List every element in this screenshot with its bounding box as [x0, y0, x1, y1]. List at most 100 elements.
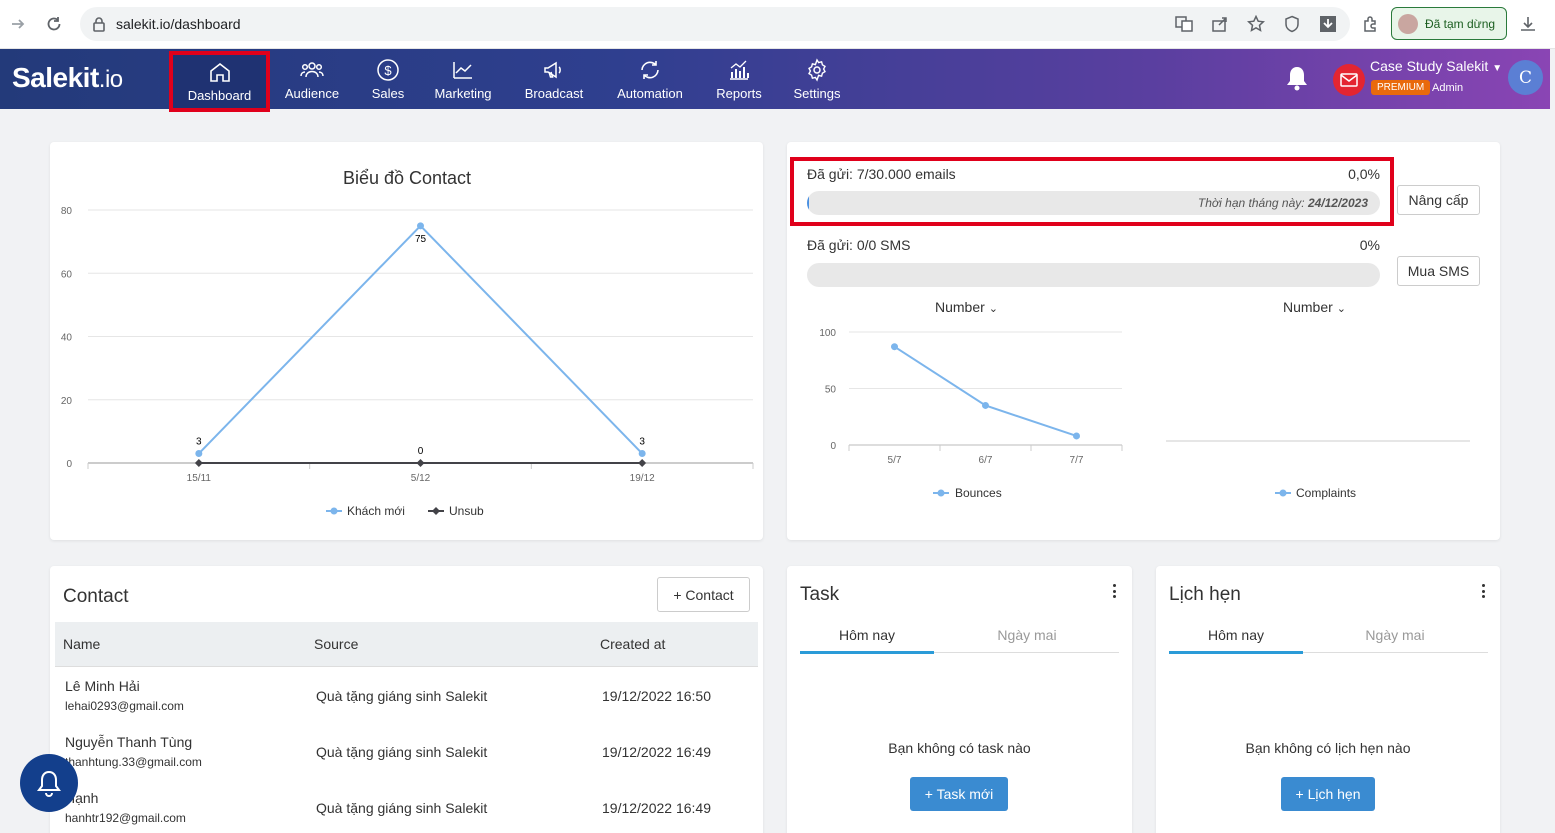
- bar-chart-icon: [730, 60, 749, 80]
- nav-sales[interactable]: $ Sales: [364, 49, 412, 109]
- chevron-down-icon: ⌄: [988, 303, 998, 315]
- y-tick-label: 40: [61, 333, 73, 344]
- salekit-logo[interactable]: Salekit.io: [12, 62, 123, 93]
- legend-label: Bounces: [955, 486, 1002, 500]
- data-point: [982, 401, 989, 409]
- bounces-metric-select[interactable]: Number ⌄: [935, 299, 998, 315]
- data-point: [417, 222, 424, 230]
- appointment-menu-icon[interactable]: [1482, 584, 1486, 598]
- data-point: [1073, 432, 1080, 440]
- contact-created: 19/12/2022 16:49: [602, 800, 711, 816]
- deadline-text: Thời hạn tháng này: 24/12/2023: [1197, 196, 1368, 210]
- contact-line-chart: 0 20 40 60 80 15/11 5/12 19/12 3 0 75 3 Khách mới Uns…: [61, 206, 754, 518]
- task-tab-today[interactable]: Hôm nay: [800, 627, 934, 654]
- mail-icon: [1340, 73, 1358, 87]
- contact-email: lehai0293@gmail.com: [65, 699, 184, 713]
- x-tick-label: 5/7: [888, 455, 902, 466]
- chevron-down-icon: ⌄: [1336, 303, 1346, 315]
- contact-list-card: Contact + Contact Name Source Created at…: [50, 566, 763, 833]
- nav-automation[interactable]: Automation: [612, 49, 688, 109]
- data-label: 3: [196, 437, 202, 448]
- data-point: [638, 459, 647, 467]
- bounces-chart: 0 50 100 5/7 6/7 7/7 Bounces: [819, 328, 1123, 500]
- refresh-icon: [641, 60, 659, 79]
- profile-avatar: [1398, 13, 1418, 34]
- megaphone-icon: [544, 61, 561, 78]
- svg-text:$: $: [384, 63, 392, 78]
- sms-progress-bar: [807, 263, 1380, 287]
- chart-title: Biểu đồ Contact: [342, 168, 472, 188]
- nav-settings[interactable]: Settings: [792, 49, 842, 109]
- appointment-tab-tomorrow[interactable]: Ngày mai: [1365, 627, 1425, 643]
- bell-icon: [37, 770, 61, 797]
- complaints-metric-select[interactable]: Number ⌄: [1283, 299, 1346, 315]
- downloads-icon[interactable]: [1516, 12, 1540, 36]
- mail-button[interactable]: [1333, 64, 1365, 96]
- account-menu[interactable]: Case Study Salekit ▼: [1370, 58, 1503, 74]
- contact-chart-card: Biểu đồ Contact 0 20 40 60 80 15/11 5/12 19/12 3…: [50, 142, 763, 540]
- data-point: [638, 450, 646, 458]
- y-tick-label: 50: [825, 385, 837, 396]
- x-tick-label: 19/12: [630, 473, 655, 484]
- caret-down-icon: ▼: [1492, 63, 1503, 74]
- legend-marker: [937, 489, 945, 497]
- floating-notification-button[interactable]: [20, 754, 78, 812]
- x-tick-label: 15/11: [187, 473, 212, 484]
- y-tick-label: 20: [61, 396, 73, 407]
- contact-name[interactable]: Lê Minh Hải: [65, 678, 140, 694]
- chart-line-icon: [453, 61, 472, 79]
- profile-paused-button[interactable]: Đã tạm dừng: [1391, 7, 1507, 40]
- notification-bell-icon[interactable]: [1284, 64, 1310, 92]
- app-navbar: Salekit.io Dashboard Audience $ Sales Ma…: [0, 49, 1550, 112]
- tab-divider: [1169, 652, 1488, 653]
- contact-email: thanhtung.33@gmail.com: [65, 755, 202, 769]
- column-name[interactable]: Name: [63, 636, 101, 652]
- nav-broadcast[interactable]: Broadcast: [522, 49, 586, 109]
- star-icon[interactable]: [1244, 12, 1268, 36]
- contact-list-title: Contact: [63, 586, 129, 607]
- contact-created: 19/12/2022 16:50: [602, 688, 711, 704]
- extensions-icon[interactable]: [1359, 12, 1383, 36]
- column-source[interactable]: Source: [314, 636, 359, 652]
- contact-table-header: Name Source Created at: [55, 622, 758, 667]
- new-task-button[interactable]: + Task mới: [910, 777, 1008, 811]
- task-card: Task Hôm nay Ngày mai Bạn không có task …: [787, 566, 1132, 833]
- address-bar[interactable]: salekit.io/dashboard: [80, 7, 1350, 41]
- data-point: [195, 450, 203, 458]
- appointment-card: Lịch hẹn Hôm nay Ngày mai Bạn không có l…: [1156, 566, 1500, 833]
- contact-source: Quà tặng giáng sinh Salekit: [316, 800, 488, 816]
- email-quota-highlight: [790, 157, 1394, 226]
- buy-sms-button[interactable]: Mua SMS: [1397, 256, 1480, 286]
- appointment-tab-today[interactable]: Hôm nay: [1169, 627, 1303, 654]
- nav-dashboard[interactable]: Dashboard: [169, 51, 270, 112]
- user-avatar[interactable]: C: [1508, 60, 1543, 95]
- nav-marketing[interactable]: Marketing: [430, 49, 496, 109]
- contact-created: 19/12/2022 16:49: [602, 744, 711, 760]
- task-tab-tomorrow[interactable]: Ngày mai: [997, 627, 1057, 643]
- upgrade-button[interactable]: Nâng cấp: [1397, 185, 1480, 215]
- share-icon[interactable]: [1208, 12, 1232, 36]
- data-label: 75: [415, 234, 427, 245]
- legend-marker: [432, 507, 440, 515]
- legend-marker: [330, 507, 338, 515]
- legend-label: Khách mới: [347, 504, 405, 518]
- contact-name[interactable]: Nguyễn Thanh Tùng: [65, 734, 193, 750]
- premium-badge: PREMIUM: [1371, 80, 1431, 95]
- new-appointment-button[interactable]: + Lịch hẹn: [1281, 777, 1375, 811]
- column-created[interactable]: Created at: [600, 636, 666, 652]
- legend-label: Unsub: [449, 504, 484, 518]
- task-menu-icon[interactable]: [1113, 584, 1117, 598]
- add-contact-button[interactable]: + Contact: [657, 577, 750, 612]
- appointment-title: Lịch hẹn: [1169, 584, 1241, 605]
- email-progress-fill: [807, 191, 810, 215]
- url-text[interactable]: salekit.io/dashboard: [116, 16, 241, 32]
- reload-icon[interactable]: [42, 12, 66, 36]
- nav-reports[interactable]: Reports: [714, 49, 764, 109]
- shield-icon[interactable]: [1280, 12, 1304, 36]
- translate-icon[interactable]: [1172, 12, 1196, 36]
- tab-divider: [800, 652, 1119, 653]
- download-arrow-icon[interactable]: [1316, 12, 1340, 36]
- appointment-empty-message: Bạn không có lịch hẹn nào: [1245, 740, 1411, 756]
- forward-icon[interactable]: [6, 12, 30, 36]
- nav-audience[interactable]: Audience: [280, 49, 344, 109]
